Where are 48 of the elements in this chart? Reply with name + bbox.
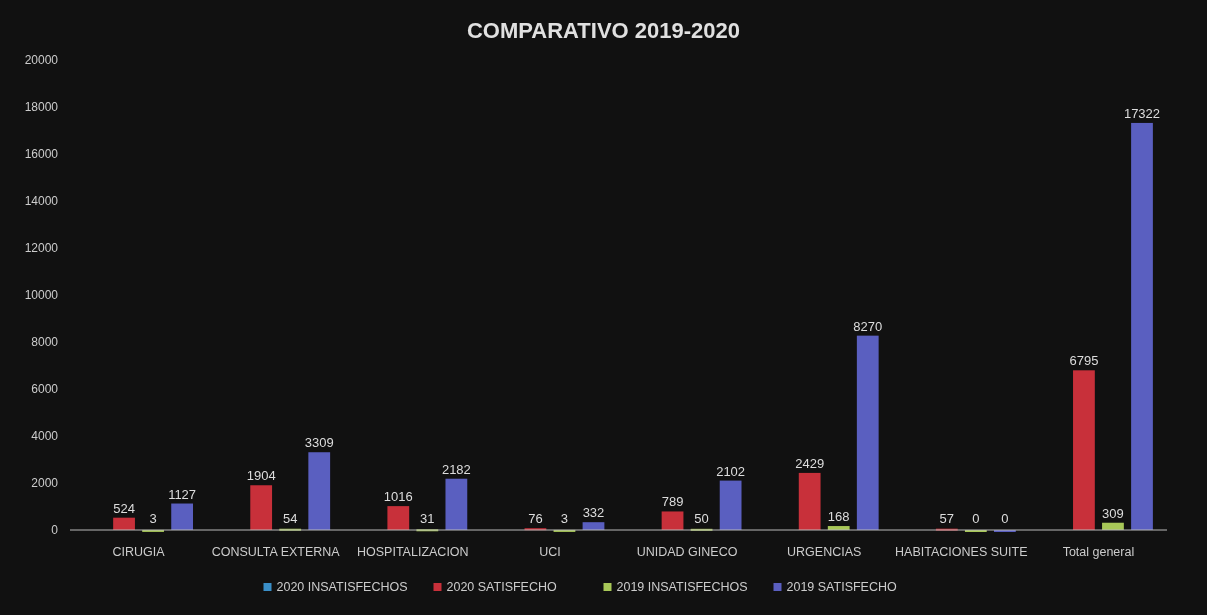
- y-tick-label: 6000: [31, 382, 59, 397]
- x-tick-label: UCI: [539, 545, 561, 559]
- data-label: 31: [420, 511, 435, 526]
- data-label: 3: [560, 511, 569, 526]
- legend-label: 2019 SATISFECHO: [786, 580, 897, 594]
- data-label: 57: [939, 511, 955, 526]
- data-label: 2102: [716, 463, 746, 479]
- data-label: 17322: [1123, 105, 1161, 121]
- chart-title: COMPARATIVO 2019-2020: [466, 18, 741, 43]
- data-label: 0: [972, 511, 980, 526]
- y-tick-label: 10000: [24, 288, 59, 303]
- x-tick-label: UNIDAD GINECO: [636, 545, 738, 559]
- data-label: 309: [1102, 505, 1124, 521]
- x-tick-label: URGENCIAS: [787, 545, 862, 559]
- x-tick-label: Total general: [1062, 545, 1135, 559]
- data-label: 3: [149, 511, 157, 526]
- data-label: 1904: [246, 468, 276, 484]
- y-tick-label: 12000: [24, 241, 59, 256]
- legend-label: 2020 INSATISFECHOS: [276, 580, 408, 594]
- data-label: 2429: [795, 455, 825, 471]
- data-label: 332: [582, 505, 605, 521]
- y-tick-label: 18000: [24, 100, 59, 115]
- data-label: 789: [661, 494, 684, 510]
- y-tick-label: 0: [51, 523, 59, 538]
- x-tick-label: CIRUGIA: [112, 545, 166, 559]
- y-tick-label: 4000: [31, 429, 59, 444]
- y-tick-label: 14000: [24, 194, 59, 209]
- data-label: 0: [1001, 511, 1009, 526]
- y-tick-label: 2000: [31, 476, 59, 491]
- data-label: 8270: [853, 318, 883, 334]
- x-tick-label: CONSULTA EXTERNA: [211, 545, 341, 559]
- data-label: 2182: [441, 461, 471, 477]
- data-label: 3309: [304, 435, 334, 451]
- x-tick-label: HABITACIONES SUITE: [895, 545, 1028, 559]
- data-label: 6795: [1069, 353, 1099, 369]
- y-tick-label: 8000: [31, 335, 59, 350]
- y-tick-label: 20000: [24, 53, 59, 68]
- data-label: 1127: [168, 486, 197, 502]
- data-label: 1016: [383, 489, 413, 505]
- legend-label: 2019 INSATISFECHOS: [616, 580, 748, 594]
- y-tick-label: 16000: [24, 147, 59, 162]
- data-label: 54: [282, 511, 298, 526]
- data-label: 168: [827, 509, 850, 525]
- data-label: 76: [528, 511, 543, 526]
- legend-label: 2020 SATISFECHO: [446, 580, 557, 594]
- data-label: 50: [694, 511, 709, 526]
- x-tick-label: HOSPITALIZACION: [357, 545, 469, 559]
- data-label: 524: [113, 500, 135, 516]
